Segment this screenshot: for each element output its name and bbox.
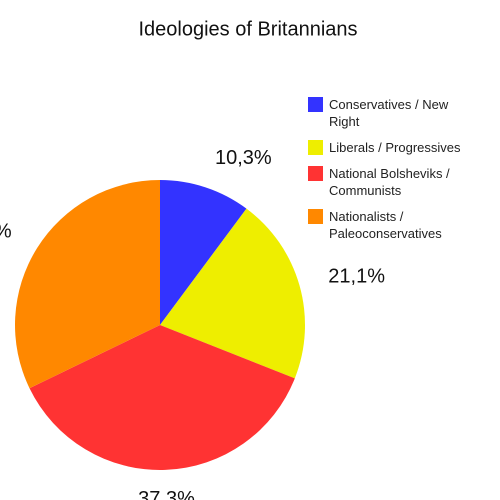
legend-label: Nationalists / Paleoconservatives [329,209,442,241]
legend-entry: Conservatives / New Right [308,96,488,130]
legend-swatch [308,166,323,181]
pie-slice [160,208,306,379]
pie-slice [14,180,161,389]
legend-entry: Liberals / Progressives [308,139,488,156]
legend-label: Liberals / Progressives [329,140,461,155]
legend-swatch [308,97,323,112]
chart-title: Ideologies of Britannians [138,18,357,40]
data-label: 32,6% [0,220,12,242]
data-label: 21,1% [328,265,385,287]
legend-swatch [308,209,323,224]
pie-slice [160,180,247,325]
legend-entry: Nationalists / Paleoconservatives [308,208,488,242]
legend-entry: National Bolsheviks / Communists [308,165,488,199]
pie-slice [29,325,295,470]
data-label: 37,3% [138,488,195,500]
legend-label: National Bolsheviks / Communists [329,166,450,198]
legend-label: Conservatives / New Right [329,97,449,129]
data-label: 10,3% [215,147,272,169]
legend-swatch [308,140,323,155]
legend: Conservatives / New Right Liberals / Prog… [308,96,488,251]
